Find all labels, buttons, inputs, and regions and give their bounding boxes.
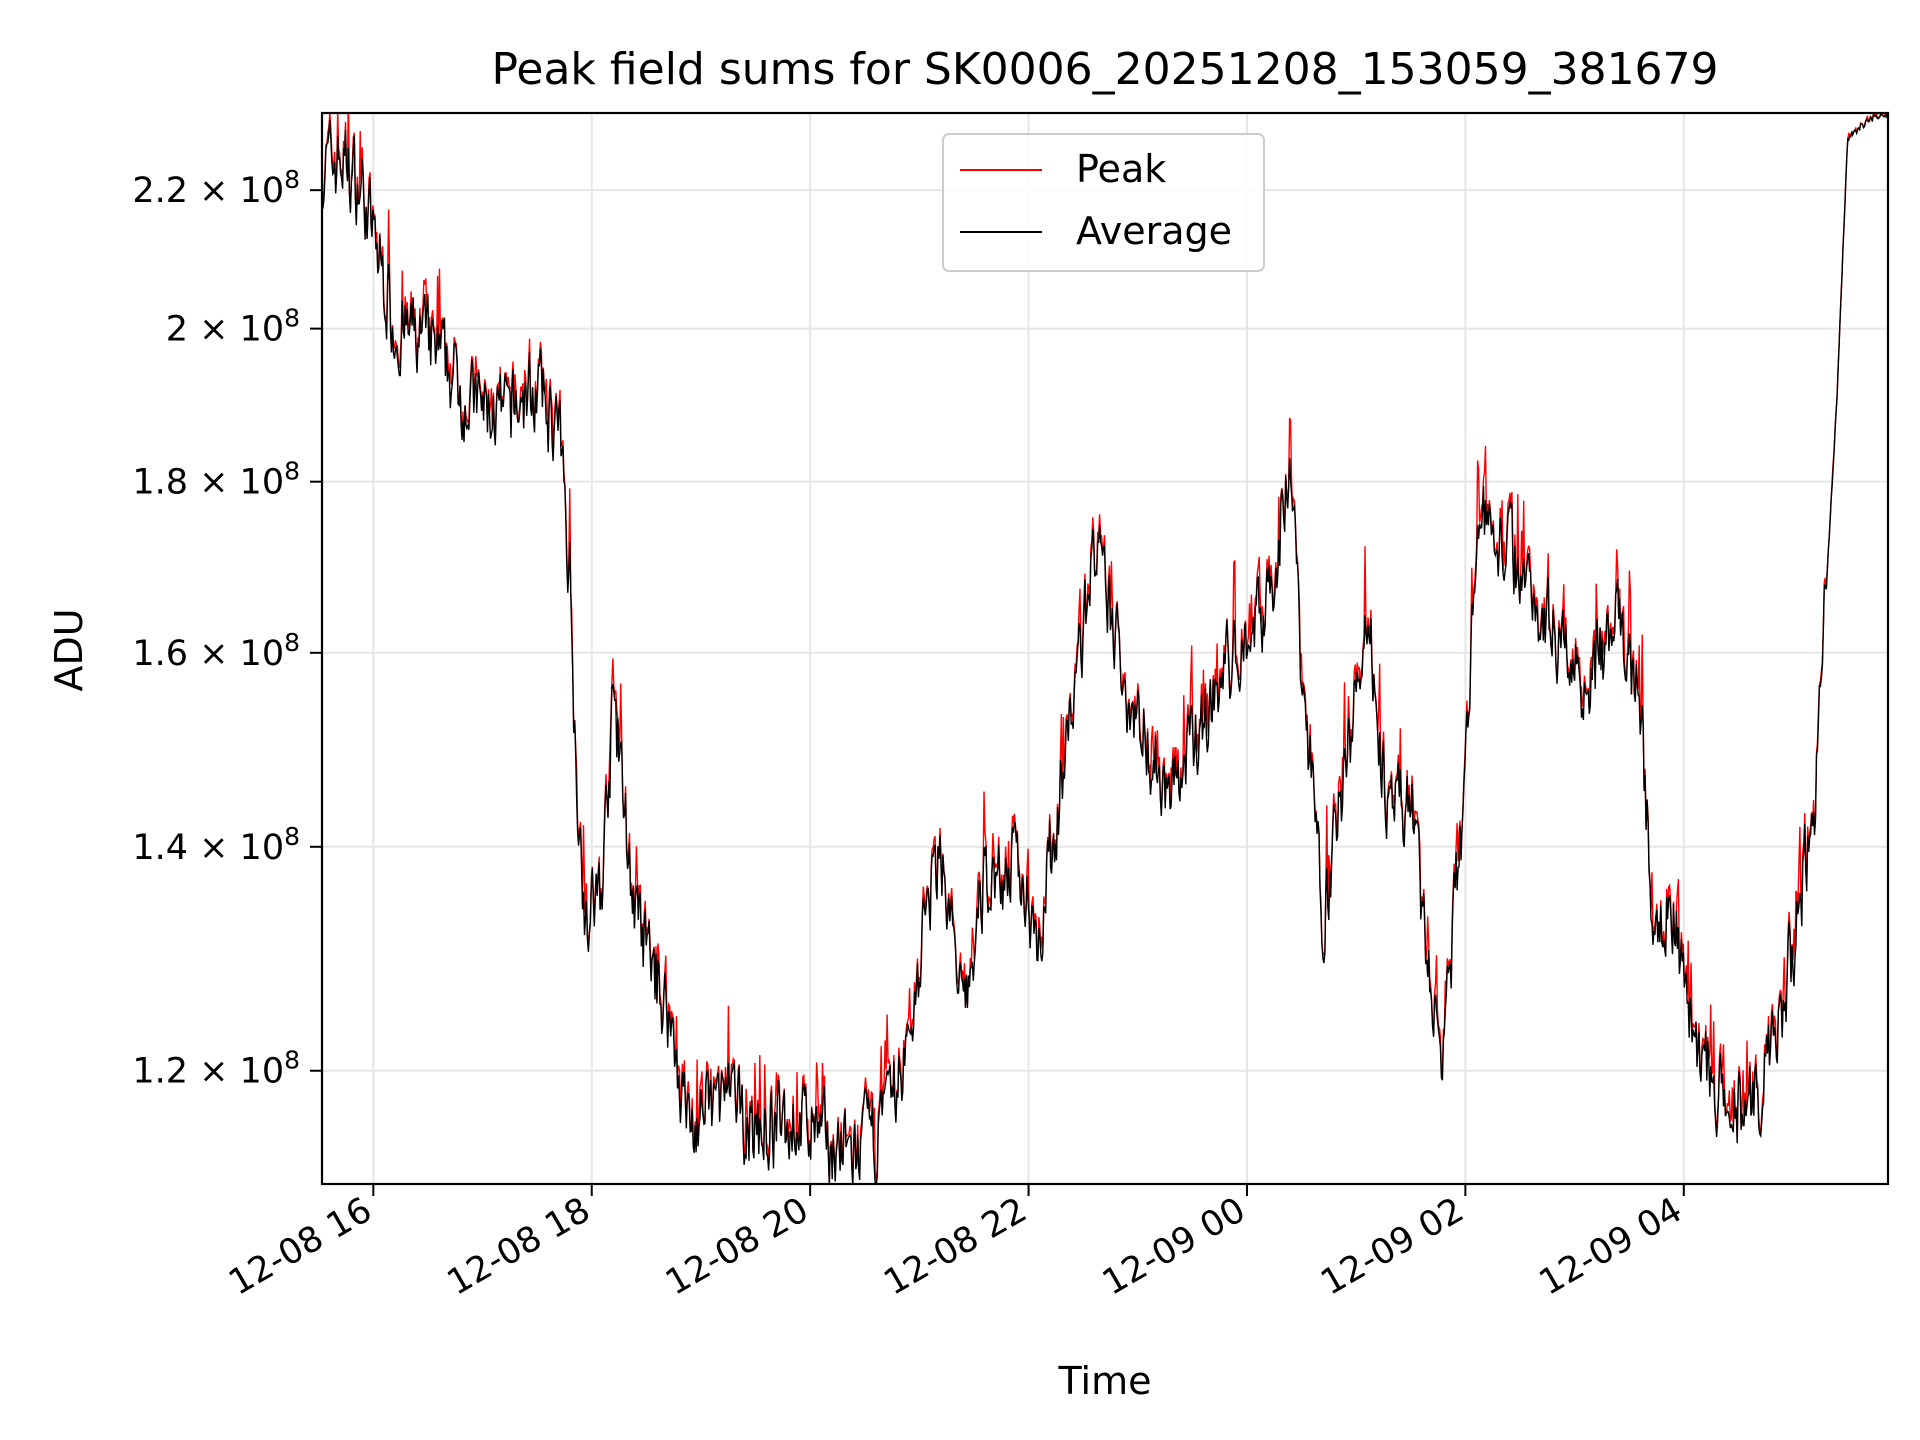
series-line-average xyxy=(322,113,1888,1184)
y-tick-label-4: 2 × 108 xyxy=(166,304,300,350)
x-axis-label: Time xyxy=(1058,1359,1152,1403)
chart-title: Peak field sums for SK0006_20251208_1530… xyxy=(491,44,1718,95)
y-tick-label-2: 1.6 × 108 xyxy=(132,628,300,674)
y-tick-label-3: 1.8 × 108 xyxy=(132,457,300,503)
plot-area xyxy=(320,111,1890,1186)
y-axis-label: ADU xyxy=(47,608,91,691)
legend: Peak Average xyxy=(942,133,1265,272)
legend-label-average: Average xyxy=(1076,209,1232,253)
y-tick-label-1: 1.4 × 108 xyxy=(132,822,300,868)
y-tick-label-0: 1.2 × 108 xyxy=(132,1046,300,1092)
plot-series xyxy=(322,113,1888,1184)
y-axis: 1.2 × 108 1.4 × 108 1.6 × 108 1.8 × 108 2 × … xyxy=(132,165,322,1092)
y-tick-label-5: 2.2 × 108 xyxy=(132,165,300,211)
legend-box xyxy=(942,133,1265,272)
legend-label-peak: Peak xyxy=(1076,147,1166,191)
